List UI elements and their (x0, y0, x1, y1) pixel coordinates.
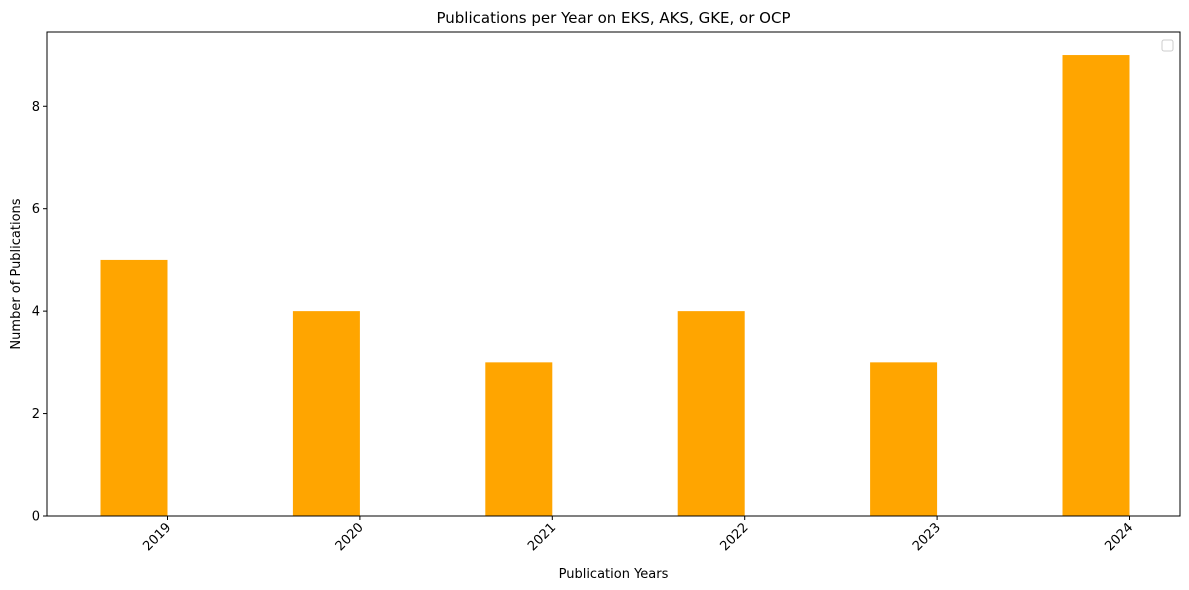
plot-frame (46, 31, 1181, 517)
bar-2019 (100, 259, 168, 516)
x-tick-label-2019: 2019 (140, 520, 174, 554)
y-tick-label-2: 2 (32, 407, 40, 422)
bar-2020 (292, 311, 360, 516)
legend-box (1161, 39, 1174, 52)
x-tick-label-2024: 2024 (1102, 520, 1136, 554)
chart-title: Publications per Year on EKS, AKS, GKE, … (436, 9, 790, 27)
y-tick-label-4: 4 (32, 305, 40, 320)
x-tick-label-2023: 2023 (910, 520, 944, 554)
bar-2022 (677, 311, 745, 516)
y-tick-label-0: 0 (32, 510, 40, 525)
x-tick-label-2020: 2020 (333, 520, 367, 554)
x-tick-label-2021: 2021 (525, 520, 559, 554)
y-axis-ticks: 0 2 4 6 8 (32, 100, 47, 525)
y-tick-label-8: 8 (32, 100, 40, 115)
bar-2021 (485, 362, 553, 516)
x-axis-label: Publication Years (559, 567, 669, 582)
x-tick-label-2022: 2022 (718, 520, 752, 554)
y-axis-label: Number of Publications (9, 198, 24, 349)
bar-2023 (870, 362, 938, 516)
bar-group (100, 55, 1130, 517)
bar-2024 (1062, 55, 1130, 517)
x-axis-ticks: 2019 2020 2021 2022 2023 2024 (140, 516, 1136, 554)
y-tick-label-6: 6 (32, 202, 40, 217)
